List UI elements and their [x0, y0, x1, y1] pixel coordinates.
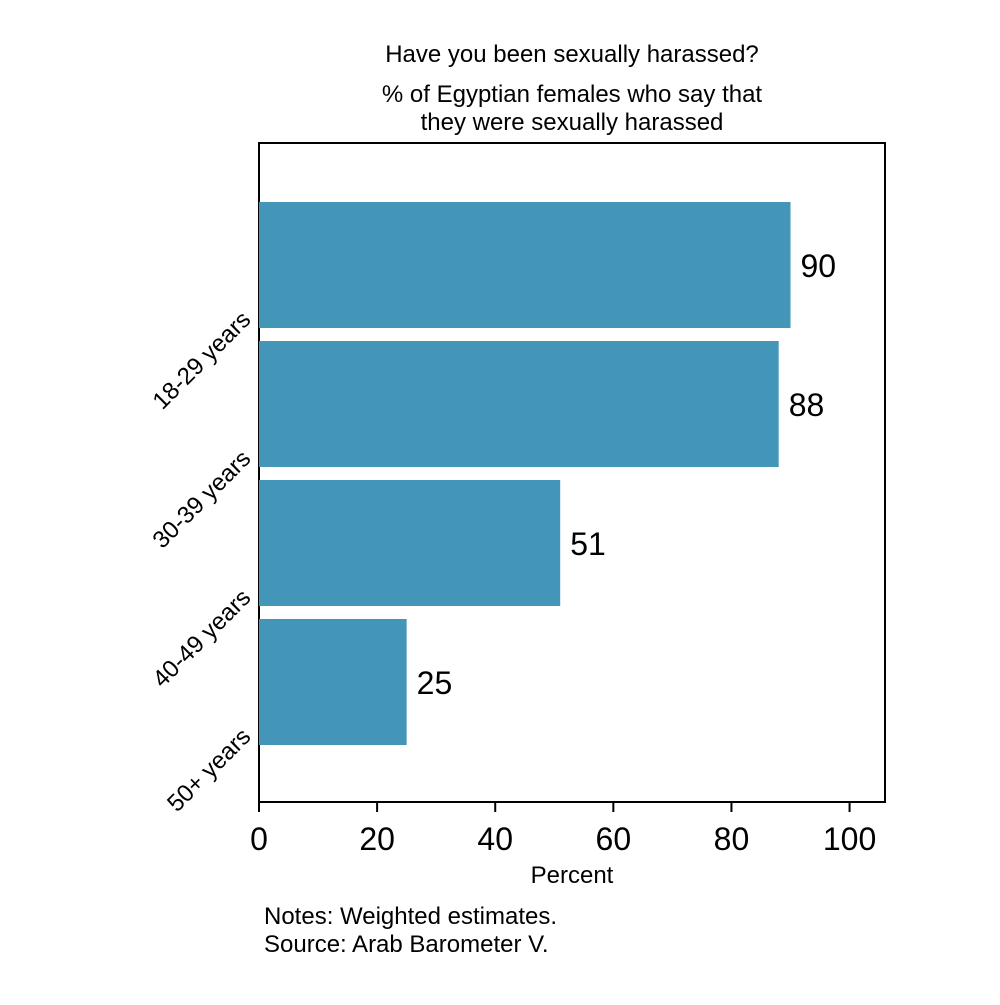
y-axis: 18-29 years 30-39 years 40-49 years 50+ yea… [148, 306, 257, 817]
plot-frame [258, 142, 886, 803]
data-label: 25 [417, 665, 453, 701]
x-tick-label: 100 [823, 821, 876, 857]
bar [259, 480, 561, 606]
y-tick-label: 30-39 years [148, 445, 257, 554]
chart-subtitle-line-1: % of Egyptian females who say that [382, 81, 763, 108]
x-tick-label: 40 [477, 821, 513, 857]
x-tick-label: 0 [250, 821, 268, 857]
chart-title: Have you been sexually harassed? [385, 41, 759, 68]
bars-layer: 90 88 51 25 [259, 202, 836, 745]
x-axis: 0 20 40 60 80 100 [250, 802, 876, 857]
source-line: Source: Arab Barometer V. [264, 931, 549, 958]
data-label: 51 [570, 526, 606, 562]
y-tick-label: 18-29 years [148, 306, 257, 415]
chart-subtitle-line-2: they were sexually harassed [421, 109, 724, 136]
notes-line: Notes: Weighted estimates. [264, 903, 557, 930]
y-tick-label: 40-49 years [148, 584, 257, 693]
data-label: 88 [789, 387, 825, 423]
y-tick-label: 50+ years [162, 723, 256, 817]
bar [259, 341, 779, 467]
bar [259, 619, 407, 745]
bar [259, 202, 791, 328]
x-tick-label: 20 [359, 821, 395, 857]
x-axis-label: Percent [531, 862, 614, 889]
data-label: 90 [801, 248, 837, 284]
x-tick-label: 60 [596, 821, 632, 857]
x-tick-label: 80 [714, 821, 750, 857]
